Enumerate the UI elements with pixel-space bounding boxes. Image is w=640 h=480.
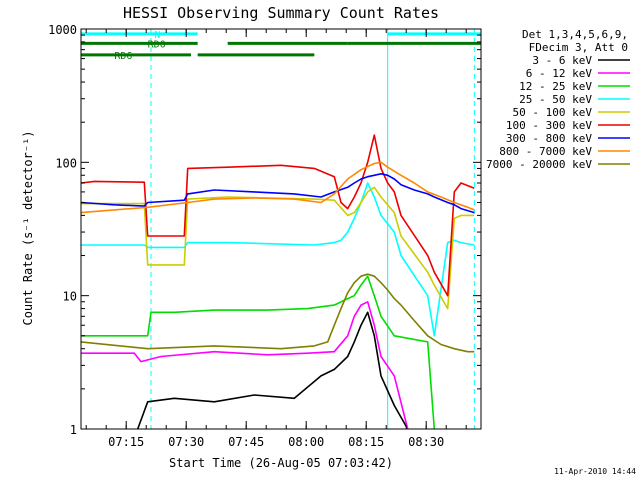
plot-frame (80, 28, 482, 430)
flag-label-rd0: RD0 (148, 39, 166, 50)
series-line-4 (81, 186, 475, 310)
legend-header-line: Det 1,3,4,5,6,9, (522, 28, 628, 41)
x-tick-label: 07:15 (108, 435, 144, 449)
y-axis-label: Count Rate (s⁻¹ detector⁻¹) (21, 130, 35, 325)
series-line-8 (80, 273, 475, 353)
timestamp-footer: 11-Apr-2010 14:44 (554, 467, 636, 476)
series-line-0 (136, 311, 409, 430)
legend-label: 12 - 25 keV (519, 80, 592, 93)
x-tick-label: 07:45 (228, 435, 264, 449)
legend-label: 25 - 50 keV (519, 93, 592, 106)
series-group (80, 134, 475, 430)
x-tick-label: 08:00 (288, 435, 324, 449)
y-tick-label: 10 (63, 290, 77, 304)
y-tick-label: 1 (70, 423, 77, 437)
flag-label-n: N (154, 30, 160, 41)
legend-label: 7000 - 20000 keV (486, 158, 592, 171)
legend-label: 3 - 6 keV (532, 54, 592, 67)
series-line-1 (81, 300, 409, 430)
legend-label: 100 - 300 keV (506, 119, 592, 132)
axes: 1 10 100 1000 07:15 07:30 07:45 08:00 08:15 08:30 (48, 23, 482, 449)
legend-label: 300 - 800 keV (506, 132, 592, 145)
series-line-7 (80, 161, 475, 214)
series-line-5 (80, 134, 475, 297)
legend: Det 1,3,4,5,6,9,FDecim 3, Att 03 - 6 keV… (486, 28, 630, 171)
plot-area (81, 29, 481, 429)
x-tick-label: 08:30 (408, 435, 444, 449)
x-axis-label: Start Time (26-Aug-05 07:03:42) (169, 456, 393, 470)
chart-title: HESSI Observing Summary Count Rates (123, 4, 439, 22)
series-line-2 (81, 275, 436, 430)
series-line-6 (80, 173, 475, 214)
y-tick-label: 1000 (48, 23, 77, 37)
legend-label: 800 - 7000 keV (499, 145, 592, 158)
flag-label-rd6: RD6 (114, 51, 132, 62)
legend-header-line: FDecim 3, Att 0 (529, 41, 628, 54)
y-tick-label: 100 (55, 156, 77, 170)
plot-background (81, 29, 481, 429)
x-tick-label: 08:15 (348, 435, 384, 449)
legend-label: 50 - 100 keV (513, 106, 593, 119)
legend-label: 6 - 12 keV (526, 67, 593, 80)
x-tick-label: 07:30 (168, 435, 204, 449)
